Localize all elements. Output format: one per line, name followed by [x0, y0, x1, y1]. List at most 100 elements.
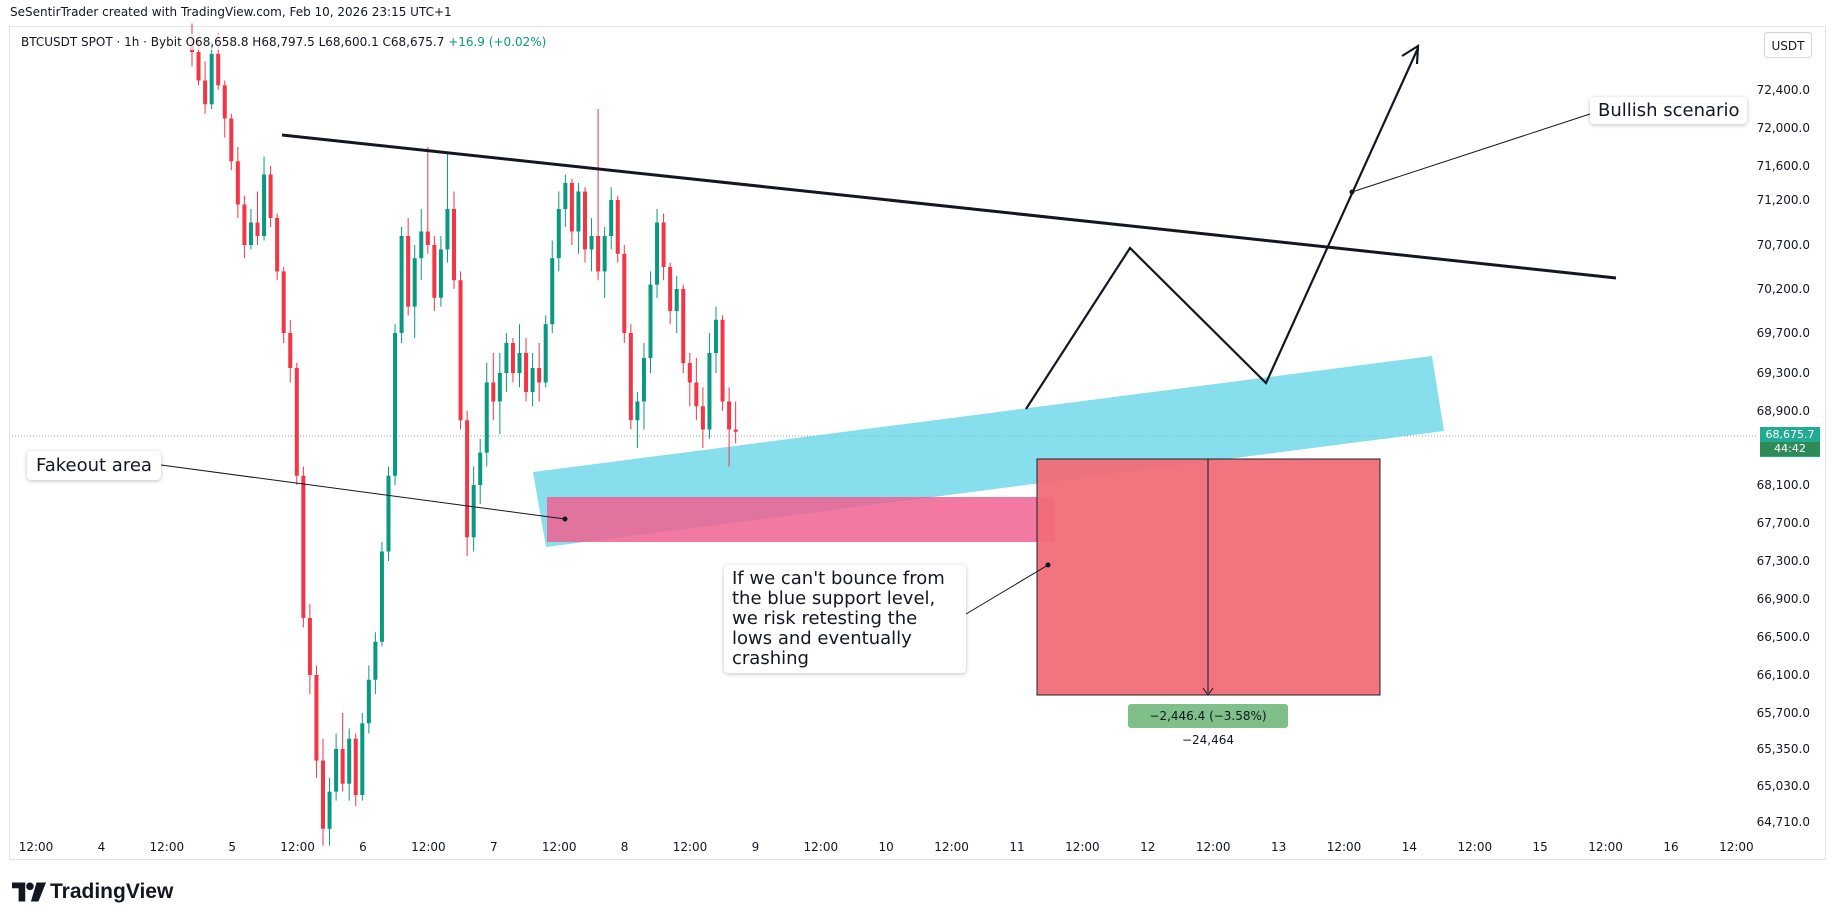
candle[interactable]	[727, 387, 732, 467]
candle[interactable]	[609, 187, 614, 250]
candle[interactable]	[452, 191, 456, 290]
last-price-tag: 68,675.7 44:42	[1760, 427, 1820, 457]
candle[interactable]	[399, 227, 404, 343]
candle[interactable]	[281, 267, 286, 343]
candle[interactable]	[327, 777, 332, 846]
candle[interactable]	[419, 209, 424, 281]
candle[interactable]	[524, 338, 529, 402]
candle[interactable]	[307, 603, 312, 694]
candle[interactable]	[386, 466, 391, 562]
candle[interactable]	[615, 195, 620, 263]
candle[interactable]	[432, 236, 437, 311]
candle[interactable]	[687, 353, 692, 407]
measure-label: −2,446.4 (−3.58%) −24,464	[1128, 704, 1288, 747]
candle[interactable]	[602, 227, 607, 298]
bullish-callout[interactable]: Bullish scenario	[1590, 97, 1748, 124]
candle[interactable]	[360, 713, 365, 801]
currency-button[interactable]: USDT	[1764, 32, 1812, 58]
candle[interactable]	[517, 324, 522, 388]
candle[interactable]	[478, 438, 483, 504]
candle[interactable]	[556, 191, 561, 272]
candle[interactable]	[438, 236, 443, 307]
x-tick-label: 9	[752, 840, 760, 854]
candle-body	[517, 353, 522, 373]
candle[interactable]	[641, 343, 646, 430]
candle[interactable]	[661, 213, 666, 281]
candle[interactable]	[301, 466, 306, 628]
candle[interactable]	[510, 338, 515, 383]
last-price-value: 68,675.7	[1765, 428, 1815, 441]
candle[interactable]	[576, 183, 581, 254]
candle[interactable]	[340, 713, 345, 792]
candle[interactable]	[471, 466, 476, 552]
candle[interactable]	[720, 315, 725, 411]
candle[interactable]	[707, 333, 712, 439]
candle[interactable]	[497, 353, 502, 435]
candle[interactable]	[334, 733, 339, 801]
candle[interactable]	[635, 392, 640, 448]
candle[interactable]	[222, 80, 227, 138]
candle[interactable]	[681, 284, 686, 373]
candle[interactable]	[491, 353, 496, 421]
candle[interactable]	[393, 324, 398, 485]
candle[interactable]	[596, 109, 601, 281]
candle[interactable]	[406, 218, 411, 316]
candle[interactable]	[288, 319, 293, 383]
candle[interactable]	[569, 178, 574, 245]
candle[interactable]	[366, 665, 371, 734]
candle[interactable]	[321, 738, 325, 846]
candle[interactable]	[655, 209, 660, 298]
candle[interactable]	[504, 333, 509, 392]
candle[interactable]	[700, 387, 705, 448]
candle[interactable]	[622, 245, 627, 343]
candle[interactable]	[648, 271, 653, 373]
candle[interactable]	[242, 195, 247, 259]
x-tick-label: 12:00	[673, 840, 708, 854]
candle[interactable]	[275, 213, 280, 281]
candle[interactable]	[314, 665, 319, 778]
candle[interactable]	[412, 245, 417, 338]
fakeout-callout[interactable]: Fakeout area	[27, 451, 161, 480]
candle[interactable]	[668, 262, 673, 325]
candle[interactable]	[563, 174, 568, 228]
candle[interactable]	[379, 542, 384, 647]
candle[interactable]	[674, 275, 679, 333]
candle[interactable]	[248, 209, 253, 250]
candle[interactable]	[530, 353, 535, 407]
candle[interactable]	[294, 363, 299, 485]
candle[interactable]	[628, 324, 633, 430]
candle[interactable]	[714, 306, 718, 373]
candle[interactable]	[353, 733, 358, 807]
candle[interactable]	[733, 401, 738, 444]
bearish-callout[interactable]: If we can't bounce from the blue support…	[724, 565, 966, 673]
candle[interactable]	[537, 343, 542, 402]
candle[interactable]	[589, 218, 594, 272]
candle[interactable]	[203, 61, 208, 114]
candle[interactable]	[229, 113, 234, 171]
y-tick-label: 70,700.0	[1757, 238, 1810, 252]
candle[interactable]	[255, 191, 260, 246]
candle[interactable]	[465, 411, 470, 557]
candle[interactable]	[425, 147, 430, 254]
y-tick-label: 64,710.0	[1757, 815, 1810, 829]
candle[interactable]	[458, 271, 463, 430]
tradingview-logo[interactable]: TradingView	[12, 880, 173, 904]
candle[interactable]	[550, 240, 555, 334]
candle[interactable]	[347, 728, 352, 801]
candle[interactable]	[694, 358, 699, 421]
candle[interactable]	[235, 147, 240, 218]
candle[interactable]	[373, 632, 378, 694]
y-tick-label: 65,030.0	[1757, 779, 1810, 793]
bar-countdown: 44:42	[1760, 442, 1820, 456]
candle[interactable]	[268, 166, 273, 227]
candle[interactable]	[445, 151, 450, 263]
candle-body	[301, 475, 306, 618]
candle[interactable]	[262, 156, 267, 241]
candle[interactable]	[209, 42, 214, 110]
symbol-legend[interactable]: BTCUSDT SPOT · 1h · Bybit O68,658.8 H68,…	[18, 34, 550, 50]
candle[interactable]	[543, 315, 548, 388]
brand-name: TradingView	[50, 880, 174, 903]
candle[interactable]	[484, 363, 489, 467]
candle[interactable]	[583, 187, 587, 263]
